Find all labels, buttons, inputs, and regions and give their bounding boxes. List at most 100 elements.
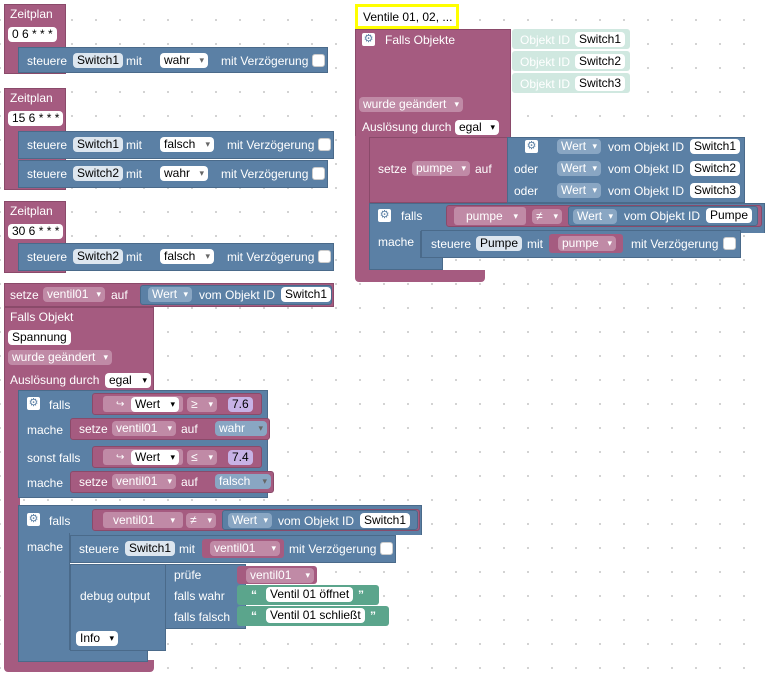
source-dropdown[interactable]: egal [105, 373, 151, 388]
or-label: oder [514, 184, 539, 198]
cron-input[interactable]: 0 6 * * * [8, 27, 57, 42]
number-field[interactable]: 7.6 [228, 397, 253, 412]
check-label: prüfe [174, 568, 202, 582]
cron-input[interactable]: 30 6 * * * [8, 224, 64, 239]
if-true-label: falls wahr [174, 589, 225, 603]
source-dropdown[interactable]: egal [455, 120, 499, 135]
variable-dropdown[interactable]: ventil01 [112, 474, 176, 489]
value-dropdown[interactable]: wahr [160, 53, 208, 68]
if-block-spine [369, 231, 421, 261]
variable-dropdown[interactable]: pumpe [558, 236, 616, 251]
value-dropdown[interactable]: falsch [160, 249, 214, 264]
object-id-label: vom Objekt ID [608, 140, 685, 154]
on-objects-spine [355, 136, 371, 276]
device-field[interactable]: Switch1 [73, 137, 124, 152]
setze-label: setze [79, 475, 108, 489]
do-label: mache [27, 540, 64, 554]
value-type-dropdown[interactable]: Wert [573, 209, 617, 224]
cron-input[interactable]: 15 6 * * * [8, 111, 64, 126]
auf-label: auf [475, 162, 492, 176]
log-level-dropdown[interactable]: Info [76, 631, 118, 646]
setze-label: setze [79, 422, 108, 436]
gear-icon[interactable]: ⚙ [27, 397, 40, 410]
variable-dropdown[interactable]: ventil01 [109, 513, 179, 528]
object-id-field[interactable]: Switch1 [690, 139, 741, 154]
operator-dropdown[interactable]: ≥ [187, 397, 217, 412]
delay-checkbox[interactable] [312, 167, 325, 180]
setze-label: setze [10, 288, 39, 302]
delay-checkbox[interactable] [318, 250, 331, 263]
delay-label: mit Verzögerung [631, 237, 719, 251]
comment-text: Ventile 01, 02, ... [363, 10, 453, 24]
delay-label: mit Verzögerung [221, 167, 309, 181]
gear-icon[interactable]: ⚙ [378, 209, 391, 222]
variable-dropdown[interactable]: ventil01 [246, 568, 314, 583]
object-id-field[interactable]: Switch2 [575, 54, 626, 69]
or-label: oder [514, 162, 539, 176]
delay-checkbox[interactable] [312, 54, 325, 67]
device-field[interactable]: Switch2 [73, 249, 124, 264]
object-id-label: vom Objekt ID [608, 184, 685, 198]
object-id-field[interactable]: Switch1 [281, 287, 332, 302]
object-id-field[interactable]: Switch1 [575, 32, 626, 47]
value-type-dropdown[interactable]: Wert [131, 397, 179, 412]
device-field[interactable]: Pumpe [476, 236, 523, 251]
mit-label: mit [527, 237, 543, 251]
device-field[interactable]: Switch1 [125, 541, 176, 556]
object-id-field[interactable]: Switch1 [360, 513, 411, 528]
quote-open-icon: “ [251, 609, 257, 623]
object-id-label: vom Objekt ID [278, 514, 355, 528]
bool-dropdown[interactable]: wahr [215, 421, 267, 436]
object-id-field[interactable]: Switch3 [575, 76, 626, 91]
object-id-field[interactable]: Switch3 [690, 183, 741, 198]
object-id-label: Objekt ID [520, 77, 571, 91]
value-type-dropdown[interactable]: Wert [148, 287, 192, 302]
gear-icon[interactable]: ⚙ [525, 140, 538, 153]
delay-checkbox[interactable] [380, 542, 393, 555]
if-false-label: falls falsch [174, 610, 231, 624]
variable-dropdown[interactable]: ventil01 [112, 421, 176, 436]
if-block-spine [18, 533, 70, 653]
if-block-foot [369, 258, 443, 270]
value-type-dropdown[interactable]: Wert [557, 183, 601, 198]
value-type-dropdown[interactable]: Wert [557, 139, 601, 154]
operator-dropdown[interactable]: ≤ [187, 450, 217, 465]
gear-icon[interactable]: ⚙ [362, 33, 375, 46]
state-icon: ↪ [116, 399, 125, 410]
on-object-foot [4, 660, 154, 672]
do-label: mache [27, 476, 64, 490]
variable-dropdown[interactable]: ventil01 [43, 287, 105, 302]
value-dropdown[interactable]: wahr [160, 166, 208, 181]
variable-dropdown[interactable]: pumpe [462, 209, 522, 224]
device-field[interactable]: Switch1 [73, 53, 124, 68]
else-if-label: sonst falls [27, 451, 81, 465]
value-dropdown[interactable]: falsch [160, 137, 214, 152]
text-field[interactable]: Ventil 01 öffnet [266, 587, 354, 602]
object-field[interactable]: Spannung [8, 330, 71, 345]
delay-checkbox[interactable] [723, 237, 736, 250]
quote-close-icon: ” [358, 588, 364, 602]
bool-dropdown[interactable]: falsch [215, 474, 271, 489]
operator-dropdown[interactable]: ≠ [532, 209, 562, 224]
variable-dropdown[interactable]: pumpe [412, 161, 470, 176]
trigger-dropdown[interactable]: wurde geändert [359, 97, 463, 112]
value-type-dropdown[interactable]: Wert [557, 161, 601, 176]
comment-box[interactable] [355, 4, 459, 29]
delay-checkbox[interactable] [318, 138, 331, 151]
value-type-dropdown[interactable]: Wert [228, 513, 272, 528]
object-id-field[interactable]: Pumpe [706, 208, 753, 223]
variable-dropdown[interactable]: ventil01 [210, 541, 280, 556]
value-type-dropdown[interactable]: Wert [131, 450, 179, 465]
if-block-foot [18, 650, 148, 662]
object-id-field[interactable]: Switch2 [690, 161, 741, 176]
object-id-label: vom Objekt ID [624, 209, 701, 223]
trigger-dropdown[interactable]: wurde geändert [8, 350, 112, 365]
object-id-label: Objekt ID [520, 55, 571, 69]
auf-label: auf [111, 288, 128, 302]
operator-dropdown[interactable]: ≠ [186, 513, 216, 528]
gear-icon[interactable]: ⚙ [27, 513, 40, 526]
auf-label: auf [181, 422, 198, 436]
number-field[interactable]: 7.4 [228, 450, 253, 465]
text-field[interactable]: Ventil 01 schließt [266, 608, 365, 623]
device-field[interactable]: Switch2 [73, 166, 124, 181]
